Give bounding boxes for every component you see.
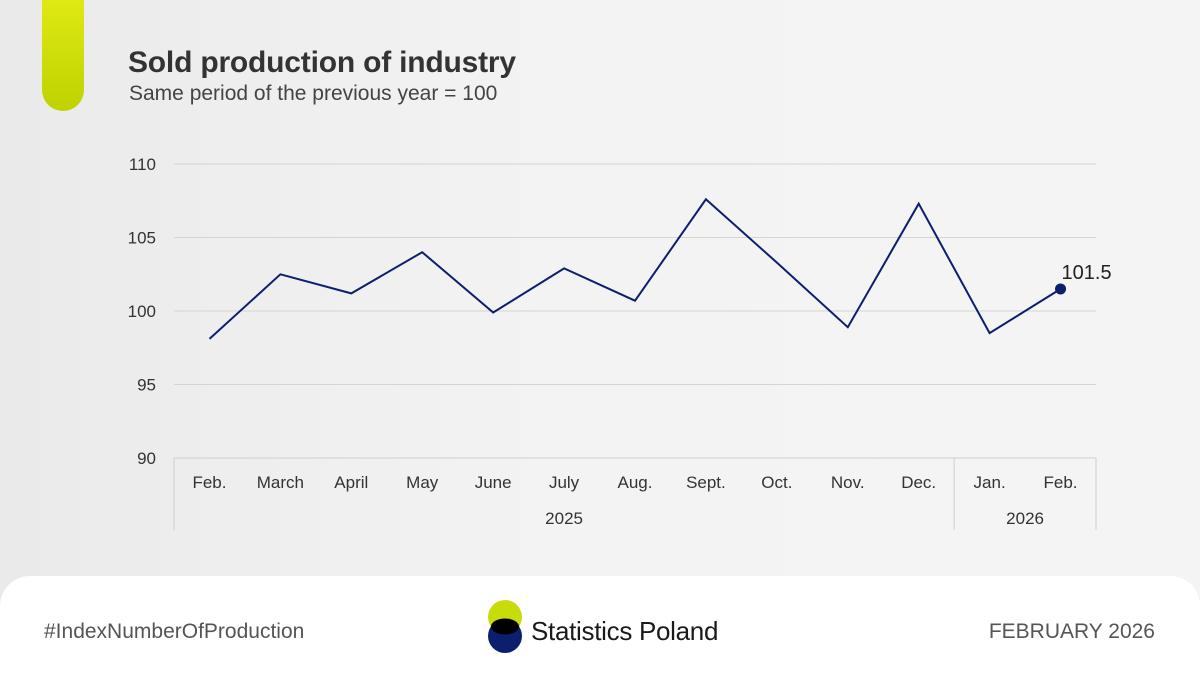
x-tick-label-1: March (257, 473, 304, 492)
group-label-2026: 2026 (1006, 509, 1044, 528)
x-tick-label-11: Jan. (974, 473, 1006, 492)
y-tick-label-0: 90 (137, 449, 156, 468)
logo-text: Statistics Poland (531, 616, 719, 646)
statistics-poland-logo: Statistics Poland (486, 600, 726, 656)
x-tick-label-4: June (475, 473, 512, 492)
hashtag-link[interactable]: #IndexNumberOfProduction (44, 620, 305, 643)
highlight-point (1055, 283, 1067, 295)
x-tick-label-0: Feb. (192, 473, 226, 492)
publication-date: FEBRUARY 2026 (988, 620, 1155, 643)
x-tick-label-5: July (549, 473, 580, 492)
chart-title: Sold production of industry (128, 46, 516, 79)
x-tick-label-7: Sept. (686, 473, 726, 492)
chart-subtitle: Same period of the previous year = 100 (129, 82, 498, 105)
highlight-data-label: 101.5 (1062, 262, 1112, 284)
group-label-2025: 2025 (545, 509, 583, 528)
x-tick-label-12: Feb. (1044, 473, 1078, 492)
accent-bar (42, 0, 84, 111)
x-tick-label-9: Nov. (831, 473, 865, 492)
y-tick-label-1: 95 (137, 376, 156, 395)
x-tick-label-8: Oct. (761, 473, 792, 492)
y-tick-label-4: 110 (129, 155, 156, 174)
footer: #IndexNumberOfProduction Statistics Pola… (0, 576, 1200, 686)
y-tick-label-3: 105 (128, 229, 156, 248)
y-tick-label-2: 100 (128, 302, 156, 321)
logo-mark-icon (488, 600, 522, 653)
x-tick-label-2: April (334, 473, 368, 492)
x-tick-label-6: Aug. (618, 473, 653, 492)
x-tick-label-3: May (406, 473, 439, 492)
series-line-0 (208, 197, 1062, 340)
x-tick-label-10: Dec. (901, 473, 936, 492)
